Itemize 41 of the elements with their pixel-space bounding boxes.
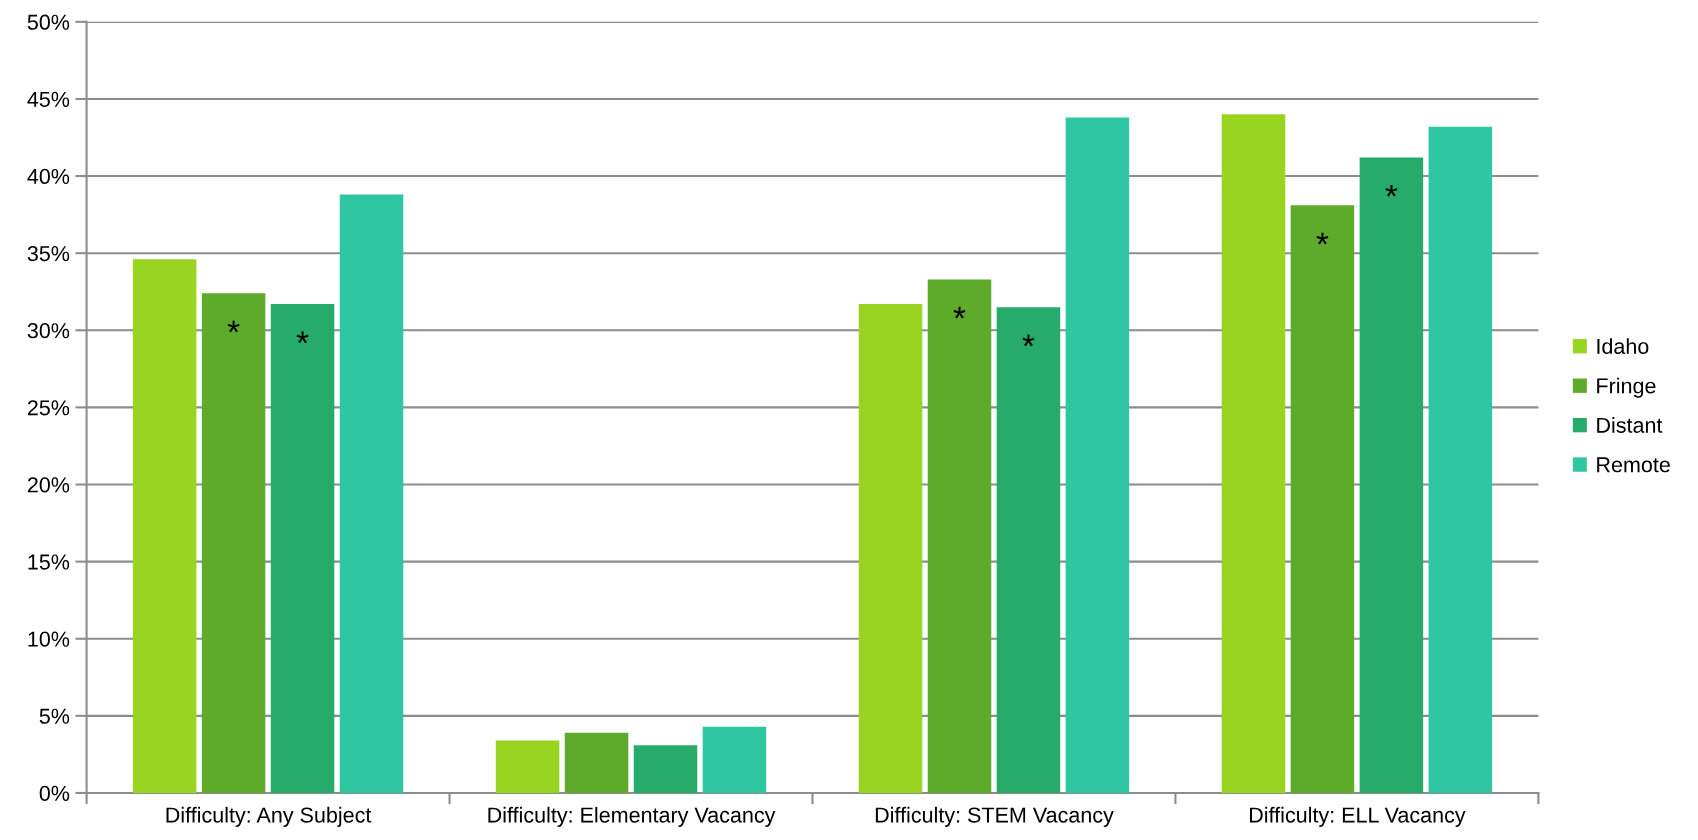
bar bbox=[564, 732, 629, 793]
data-label: * bbox=[1316, 232, 1329, 245]
x-tick-label: Difficulty: Any Subject bbox=[166, 806, 372, 827]
y-tick-label: 25% bbox=[27, 400, 70, 416]
bar bbox=[495, 740, 560, 793]
data-label: * bbox=[953, 306, 966, 319]
bar bbox=[1290, 205, 1355, 793]
y-tick-label: 40% bbox=[27, 168, 70, 185]
data-label: * bbox=[1385, 184, 1398, 197]
bar bbox=[1428, 126, 1493, 793]
legend-label: Idaho bbox=[1597, 338, 1649, 355]
bar bbox=[201, 293, 266, 793]
y-tick-label: 20% bbox=[27, 477, 70, 493]
y-tick-label: 0% bbox=[39, 785, 70, 801]
bar bbox=[1065, 117, 1130, 793]
bar bbox=[1359, 157, 1424, 793]
data-label: * bbox=[227, 320, 240, 333]
legend-label: Fringe bbox=[1597, 377, 1656, 398]
bar bbox=[702, 726, 767, 793]
data-label: * bbox=[296, 331, 309, 344]
y-tick-label: 45% bbox=[27, 91, 70, 107]
x-tick-label: Difficulty: Elementary Vacancy bbox=[488, 806, 776, 827]
x-tick-label: Difficulty: STEM Vacancy bbox=[875, 806, 1114, 827]
y-tick-label: 35% bbox=[27, 245, 70, 262]
bar bbox=[1221, 114, 1286, 793]
bar bbox=[339, 194, 404, 793]
bar bbox=[927, 279, 992, 793]
legend-label: Distant bbox=[1597, 417, 1663, 433]
y-tick-label: 50% bbox=[27, 14, 70, 30]
data-label: * bbox=[1022, 334, 1035, 347]
y-tick-label: 30% bbox=[27, 323, 70, 339]
y-tick-label: 10% bbox=[28, 631, 70, 647]
bar bbox=[270, 304, 335, 793]
bar bbox=[858, 304, 923, 793]
y-tick-label: 5% bbox=[39, 708, 70, 724]
y-tick-label: 15% bbox=[28, 554, 70, 570]
bar bbox=[633, 745, 698, 793]
bar bbox=[132, 259, 197, 793]
legend-label: Remote bbox=[1597, 457, 1670, 473]
bar bbox=[996, 307, 1061, 793]
x-tick-label: Difficulty: ELL Vacancy bbox=[1249, 806, 1466, 827]
